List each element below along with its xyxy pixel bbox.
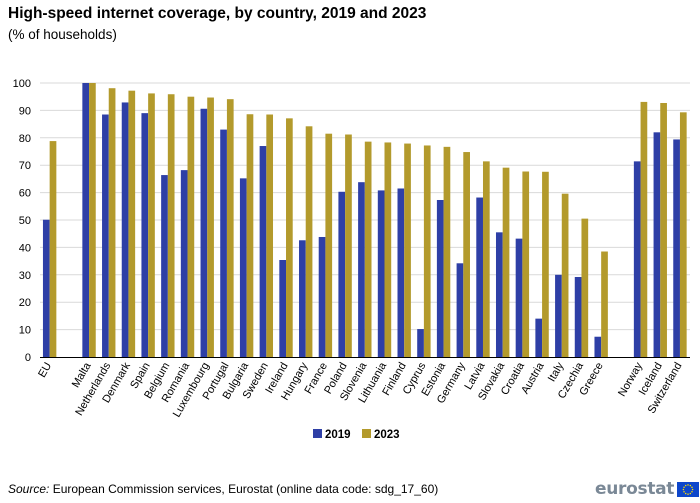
bar-2023-lithuania	[384, 142, 392, 357]
y-tick-label: 90	[19, 105, 31, 117]
bar-2019-italy	[555, 274, 562, 357]
bar-2023-ireland	[286, 118, 293, 357]
bar-2023-italy	[561, 193, 569, 357]
bar-2019-eu	[42, 219, 50, 357]
legend-swatch-2023	[362, 429, 371, 438]
y-tick-label: 50	[19, 215, 31, 227]
bar-2023-slovakia	[502, 167, 510, 357]
bar-2023-hungary	[305, 126, 313, 358]
flag-star	[685, 484, 687, 486]
bar-2023-poland	[345, 134, 352, 357]
eurostat-logo-text: eurostat	[595, 479, 675, 499]
bar-2023-germany	[463, 152, 470, 357]
bar-2019-austria	[535, 318, 543, 357]
bar-2019-germany	[456, 263, 464, 357]
bar-2023-croatia	[522, 171, 530, 357]
chart-title: High-speed internet coverage, by country…	[8, 5, 427, 22]
bar-2019-croatia	[515, 238, 523, 357]
bar-2019-sweden	[259, 146, 267, 357]
y-tick-label: 100	[13, 78, 31, 90]
bar-2019-cyprus	[417, 329, 424, 357]
bar-2023-luxembourg	[207, 97, 214, 357]
bar-2019-malta	[82, 83, 90, 357]
x-tick-label: EU	[36, 360, 54, 379]
eu-flag-icon	[677, 481, 700, 497]
flag-star	[689, 484, 692, 486]
y-tick-label: 10	[19, 325, 31, 337]
flag-star	[687, 483, 689, 486]
bar-2019-switzerland	[673, 139, 680, 357]
y-tick-label: 30	[19, 270, 31, 282]
y-tick-label: 80	[19, 133, 31, 145]
bar-2023-spain	[148, 93, 155, 358]
flag-star	[682, 488, 685, 490]
bar-2023-eu	[49, 141, 57, 357]
bar-2023-latvia	[482, 161, 490, 357]
bar-2023-greece	[601, 251, 608, 357]
legend-label-2019: 2019	[325, 429, 351, 441]
bar-2019-slovakia	[495, 232, 503, 357]
bar-2019-spain	[141, 113, 149, 357]
bar-2019-hungary	[299, 240, 306, 357]
bar-2019-france	[318, 236, 326, 357]
source-note: Source: European Commission services, Eu…	[8, 482, 438, 496]
bar-2019-portugal	[220, 129, 227, 357]
bar-2023-slovenia	[364, 141, 372, 357]
bar-2023-norway	[640, 101, 648, 357]
bar-2019-netherlands	[102, 114, 109, 357]
bar-2023-romania	[187, 96, 195, 357]
bar-2019-norway	[633, 161, 641, 357]
bar-2019-lithuania	[377, 190, 385, 357]
bar-2019-bulgaria	[239, 178, 247, 357]
bar-2023-switzerland	[679, 112, 687, 358]
bar-2019-luxembourg	[200, 108, 208, 357]
bar-2019-greece	[594, 336, 602, 357]
bar-2023-austria	[542, 171, 549, 357]
legend-label-2023: 2023	[374, 429, 400, 441]
flag-star	[683, 485, 685, 488]
bar-2023-portugal	[226, 99, 234, 357]
legend-swatch-2019	[313, 429, 322, 438]
chart-subtitle: (% of households)	[8, 27, 117, 42]
bar-2019-iceland	[653, 132, 661, 357]
flag-star	[691, 488, 694, 490]
flag-star	[691, 485, 693, 488]
y-tick-label: 40	[19, 242, 31, 254]
flag-star	[691, 490, 693, 493]
bar-2019-poland	[338, 191, 346, 357]
bar-2023-denmark	[128, 90, 136, 357]
bar-2019-latvia	[476, 197, 483, 357]
bar-2023-finland	[404, 143, 411, 357]
bar-2023-belgium	[167, 94, 175, 357]
bar-2023-netherlands	[108, 88, 116, 358]
bar-2023-sweden	[266, 114, 274, 357]
bar-2019-denmark	[121, 102, 129, 357]
bar-2023-iceland	[660, 103, 667, 357]
eurostat-logo: eurostat	[595, 478, 700, 500]
bar-2023-estonia	[443, 146, 451, 357]
bar-2019-finland	[397, 188, 405, 357]
y-tick-label: 70	[19, 160, 31, 172]
flag-star	[685, 492, 687, 494]
y-tick-label: 20	[19, 297, 31, 309]
bar-2023-cyprus	[423, 145, 431, 357]
bar-2019-romania	[180, 170, 188, 357]
bar-2019-ireland	[279, 260, 287, 357]
source-label: Source:	[8, 482, 50, 496]
source-text: European Commission services, Eurostat (…	[49, 482, 439, 496]
y-tick-label: 0	[25, 352, 31, 364]
bar-2023-malta	[89, 83, 96, 357]
bar-2019-estonia	[436, 199, 444, 357]
bar-2019-czechia	[574, 276, 582, 357]
flag-star	[689, 492, 692, 494]
flag-star	[683, 490, 685, 493]
y-tick-label: 60	[19, 188, 31, 200]
bar-2019-belgium	[161, 175, 168, 357]
bar-2023-france	[325, 133, 333, 357]
bar-2023-czechia	[581, 218, 589, 357]
flag-star	[687, 492, 689, 495]
bar-2023-bulgaria	[246, 114, 254, 358]
bar-2019-slovenia	[358, 182, 365, 357]
